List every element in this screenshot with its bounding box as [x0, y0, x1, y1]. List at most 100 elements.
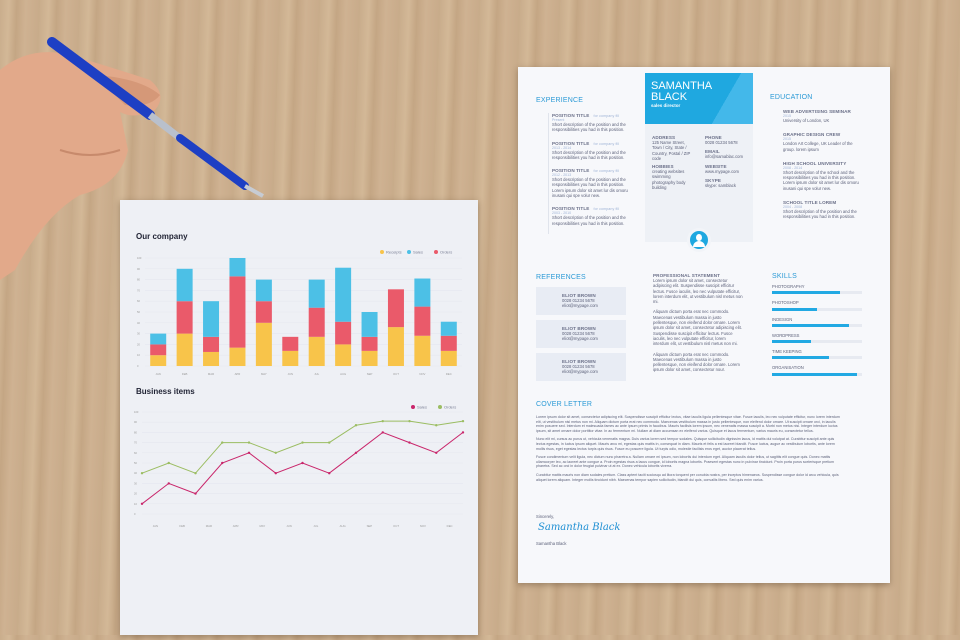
legend-label: Orders [440, 250, 452, 255]
bar-receipts [335, 344, 352, 366]
description: Short description of the position and th… [552, 215, 626, 226]
y-tick-label: 10 [137, 353, 140, 357]
point-sales [221, 461, 224, 465]
bar-orders [176, 301, 193, 334]
point-orders [140, 472, 144, 475]
description: Short description of the position and th… [783, 209, 857, 220]
skill-bar [772, 356, 862, 360]
point-orders [461, 419, 465, 423]
point-sales [461, 431, 465, 434]
skype: skype: samblack [705, 182, 736, 188]
y-tick-label: 70 [134, 441, 137, 445]
point-sales [328, 472, 331, 475]
experience-heading: EXPERIENCE [536, 97, 584, 104]
x-tick-label: AUG [340, 524, 346, 528]
skill-name: WORDPRESS [772, 332, 800, 338]
skill-bar [772, 340, 862, 344]
reference-card: ELIOT BROWN 0028 01234 5678 eliot@mypage.c… [536, 287, 626, 315]
y-tick-label: 100 [137, 256, 142, 260]
reference-phone: 0028 01234 5678 [562, 364, 595, 369]
name-block: SAMANTHA BLACK sales director [645, 73, 753, 124]
x-tick-label: DEC [447, 524, 453, 528]
name-line2: BLACK [651, 91, 688, 103]
x-tick-label: FEB [179, 524, 185, 528]
y-tick-label: 40 [134, 471, 137, 475]
x-tick-label: JUL [313, 524, 318, 528]
school-title: SCHOOL TITLE LOREM [783, 200, 837, 206]
bar-orders [414, 306, 431, 336]
y-tick-label: 90 [134, 420, 137, 424]
y-tick-label: 0 [137, 364, 139, 368]
y-tick-label: 30 [134, 481, 137, 485]
bar-orders [255, 301, 272, 323]
point-sales [408, 441, 411, 444]
dates: Present [552, 118, 565, 122]
charts-svg: Our company Receipts Sales Orders 0 10 20 30 40 5… [134, 232, 465, 528]
skills-heading: SKILLS [772, 273, 797, 280]
experience-list: POSITION TITLE for company fill Present Sh… [548, 113, 628, 234]
education-item: SCHOOL TITLE LOREM 2004 - 2008 Short descr… [783, 200, 865, 220]
point-orders [274, 451, 277, 454]
legend-label: Sales [417, 405, 427, 410]
phone-label: PHONE [705, 135, 722, 140]
cover-paragraph: Lorem ipsum dolor sit amet, consectetur … [536, 415, 840, 433]
x-tick-label: JUN [288, 372, 293, 376]
point-sales [194, 492, 197, 495]
bar-orders [440, 335, 457, 351]
position-title: POSITION TITLE for company fill [552, 206, 620, 212]
point-orders [247, 441, 251, 444]
charts-sheet: Our company Receipts Sales Orders 0 10 20 30 40 5… [120, 200, 478, 635]
school-title: HIGH SCHOOL UNIVERSITY [783, 160, 847, 166]
dates: 2012 - 2013 [552, 173, 572, 178]
description: Short description of the position and th… [552, 149, 626, 160]
references-heading: REFERENCES [536, 274, 586, 281]
bar-orders [150, 344, 167, 356]
bar-sales [440, 321, 457, 336]
statement-paragraph: Aliquam dictum porta erat nec commodo. M… [653, 351, 740, 373]
experience-item: POSITION TITLE for company fill 2012 - 20… [552, 168, 628, 198]
skill-bar [772, 372, 862, 376]
y-tick-label: 30 [137, 332, 140, 336]
school-title: WEB ADVERTISING SEMINAR [783, 109, 851, 114]
reference-card: ELIOT BROWN 0028 01234 5678 eliot@mypage.c… [536, 320, 626, 348]
cover-letter-heading: COVER LETTER [536, 401, 593, 408]
reference-card: ELIOT BROWN 0028 01234 5678 eliot@mypage.c… [536, 353, 626, 381]
bar-sales [308, 279, 325, 308]
y-tick-label: 80 [134, 430, 137, 434]
contact-panel [645, 124, 753, 242]
experience-item: POSITION TITLE for company fill Present Sh… [552, 113, 628, 133]
description: Short description of the position and th… [552, 122, 626, 133]
legend-marker [380, 250, 384, 254]
point-orders [435, 424, 438, 427]
skill-name: PHOTOGRAPHY [772, 284, 805, 289]
position-title: POSITION TITLE for company fill [552, 140, 620, 146]
x-tick-label: SEP [367, 372, 373, 376]
y-tick-label: 90 [137, 267, 140, 271]
signature: Samantha Black [538, 522, 621, 533]
bar-sales [229, 258, 246, 277]
company: for company fill [592, 141, 620, 146]
hobbies: creating websites swimming photography b… [652, 169, 686, 191]
reference-name: ELIOT BROWN [562, 326, 596, 331]
x-tick-label: JAN [156, 372, 161, 376]
cover-paragraph: Curabitur mattis mauris non diam sodales… [536, 472, 839, 482]
bar-receipts [282, 350, 299, 366]
x-tick-label: MAY [261, 372, 267, 376]
school-title: GRAPHIC DESIGN CREW [783, 132, 841, 138]
y-tick-label: 60 [134, 451, 137, 455]
point-sales [140, 502, 144, 505]
company: for company fill [592, 207, 620, 212]
education-item: GRAPHIC DESIGN CREW 2015 London Art Colleg… [783, 132, 865, 152]
bar-sales [150, 333, 167, 345]
x-tick-label: MAR [208, 372, 214, 376]
point-sales [274, 472, 277, 475]
position-title: POSITION TITLE for company fill [552, 113, 620, 118]
experience-item: POSITION TITLE for company fill 2003 - 20… [552, 206, 628, 226]
legend-label: Sales [413, 250, 423, 255]
skill-fill [772, 291, 841, 295]
bar-receipts [308, 336, 325, 366]
x-tick-label: JUL [314, 372, 319, 376]
pen [47, 37, 264, 198]
dates: 2013 - 2014 [552, 145, 572, 150]
experience-item: POSITION TITLE for company fill 2013 - 20… [552, 141, 628, 161]
